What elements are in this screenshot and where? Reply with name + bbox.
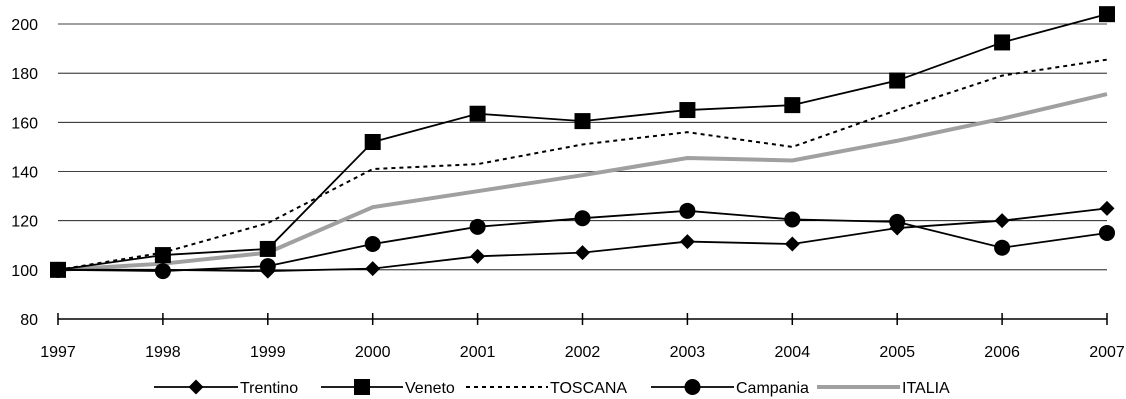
legend-label: Trentino [240,380,298,397]
x-tick-label: 1997 [40,344,76,361]
data-point-campania [154,263,171,280]
legend-item-italia: ITALIA [817,380,950,397]
data-point-campania [679,202,696,219]
data-point-trentino [679,234,695,250]
data-point-campania [469,218,486,235]
y-tick-label: 120 [11,214,38,231]
data-point-veneto [364,134,381,150]
series-veneto [50,6,1115,278]
legend-label: Veneto [405,380,455,397]
legend-marker [354,379,370,395]
x-tick-label: 1998 [145,344,181,361]
series-line-veneto [57,13,1108,271]
data-point-veneto [469,105,486,122]
data-point-veneto [1099,6,1115,23]
y-axis-tick-labels: 80 100 120 140 160 180 200 [11,17,38,329]
data-point-campania [259,258,276,275]
legend-marker [188,379,204,395]
data-point-veneto [784,97,801,114]
series-lines [50,6,1115,280]
x-tick-label: 2004 [775,344,811,361]
x-tick-label: 2002 [565,344,601,361]
data-point-veneto [994,34,1011,51]
y-tick-label: 140 [11,165,38,182]
x-tick-label: 2001 [460,344,496,361]
y-tick-label: 80 [20,312,38,329]
data-point-campania [364,236,381,253]
series-toscana [57,58,1108,271]
data-point-veneto [154,247,171,264]
y-tick-label: 180 [11,66,38,83]
y-tick-label: 160 [11,115,38,132]
data-point-trentino [1099,200,1115,216]
legend-item-trentino: Trentino [154,379,298,397]
legend-item-veneto: Veneto [321,379,455,397]
x-tick-label: 2006 [984,344,1020,361]
legend: Trentino Veneto TOSCANA Campania ITALIA [154,379,950,397]
series-italia [57,92,1108,272]
legend-label: ITALIA [902,380,950,397]
data-point-campania [784,211,801,228]
legend-item-campania: Campania [651,379,809,397]
gridlines [58,23,1107,271]
series-line-italia [57,92,1108,272]
series-line-toscana [57,58,1108,271]
data-point-veneto [889,72,906,89]
legend-item-toscana: TOSCANA [466,380,627,397]
data-point-veneto [679,102,696,119]
series-campania [50,202,1115,280]
x-tick-label: 2000 [355,344,391,361]
data-point-veneto [50,261,66,278]
data-point-veneto [259,240,276,257]
data-point-trentino [575,245,590,261]
y-tick-label: 200 [11,17,38,34]
legend-label: Campania [736,380,809,397]
data-point-campania [574,210,591,227]
data-point-campania [1099,224,1115,241]
x-tick-label: 2007 [1089,344,1125,361]
x-tick-label: 2005 [879,344,915,361]
x-tick-label: 1999 [250,344,286,361]
data-point-trentino [365,261,381,277]
legend-label: TOSCANA [550,380,627,397]
legend-marker [684,379,701,395]
data-point-campania [889,213,906,230]
data-point-campania [994,239,1011,256]
data-point-trentino [784,236,800,252]
data-point-trentino [470,248,486,264]
data-point-trentino [994,213,1010,229]
x-axis: 1997 1998 1999 2000 2001 2002 2003 2004 2005 2006… [40,313,1125,361]
y-tick-label: 100 [11,263,38,280]
data-point-veneto [574,113,591,130]
x-tick-label: 2003 [670,344,706,361]
